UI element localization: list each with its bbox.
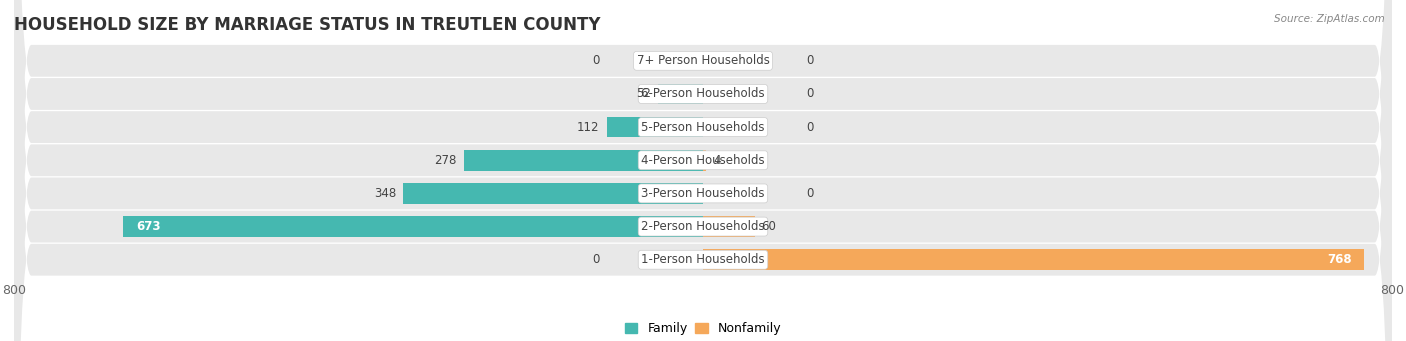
FancyBboxPatch shape xyxy=(14,0,1392,341)
Text: 0: 0 xyxy=(807,87,814,101)
Text: 673: 673 xyxy=(136,220,160,233)
FancyBboxPatch shape xyxy=(14,0,1392,341)
Bar xyxy=(124,216,703,237)
Text: 0: 0 xyxy=(807,121,814,134)
Text: 0: 0 xyxy=(807,187,814,200)
Text: 0: 0 xyxy=(592,253,599,266)
Text: 2-Person Households: 2-Person Households xyxy=(641,220,765,233)
Text: 60: 60 xyxy=(762,220,776,233)
FancyBboxPatch shape xyxy=(14,0,1392,341)
Text: 768: 768 xyxy=(1327,253,1351,266)
Text: 112: 112 xyxy=(576,121,599,134)
Text: Source: ZipAtlas.com: Source: ZipAtlas.com xyxy=(1274,14,1385,24)
Text: 7+ Person Households: 7+ Person Households xyxy=(637,54,769,67)
Text: 0: 0 xyxy=(592,54,599,67)
Text: 5-Person Households: 5-Person Households xyxy=(641,121,765,134)
Bar xyxy=(464,150,703,170)
FancyBboxPatch shape xyxy=(14,0,1392,341)
FancyBboxPatch shape xyxy=(14,0,1392,341)
Bar xyxy=(703,250,1364,270)
FancyBboxPatch shape xyxy=(14,0,1392,341)
Legend: Family, Nonfamily: Family, Nonfamily xyxy=(620,317,786,340)
Text: 6-Person Households: 6-Person Households xyxy=(641,87,765,101)
Bar xyxy=(606,117,703,137)
Bar xyxy=(703,150,706,170)
Text: 278: 278 xyxy=(434,154,457,167)
FancyBboxPatch shape xyxy=(14,0,1392,341)
Text: 4: 4 xyxy=(713,154,721,167)
Bar xyxy=(404,183,703,204)
Text: 0: 0 xyxy=(807,54,814,67)
Text: 348: 348 xyxy=(374,187,396,200)
Bar xyxy=(703,216,755,237)
Text: 3-Person Households: 3-Person Households xyxy=(641,187,765,200)
Text: 1-Person Households: 1-Person Households xyxy=(641,253,765,266)
Text: 52: 52 xyxy=(637,87,651,101)
Text: 4-Person Households: 4-Person Households xyxy=(641,154,765,167)
Text: HOUSEHOLD SIZE BY MARRIAGE STATUS IN TREUTLEN COUNTY: HOUSEHOLD SIZE BY MARRIAGE STATUS IN TRE… xyxy=(14,16,600,34)
Bar xyxy=(658,84,703,104)
